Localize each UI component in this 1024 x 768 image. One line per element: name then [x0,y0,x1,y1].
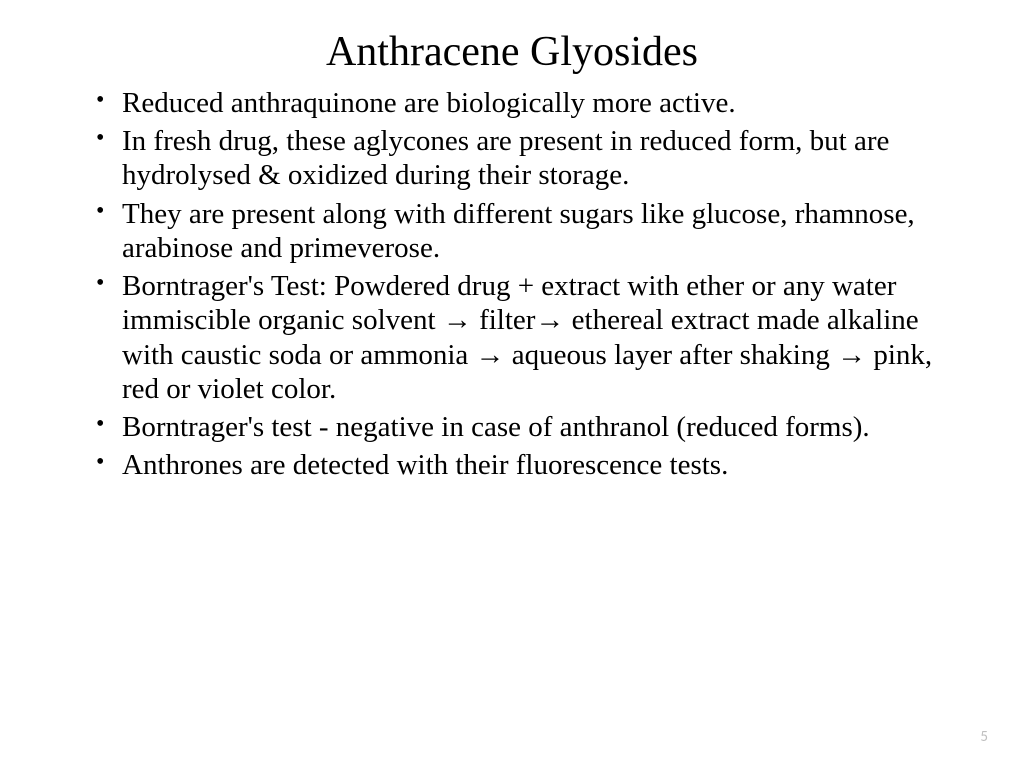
page-number: 5 [980,728,988,746]
list-item: In fresh drug, these aglycones are prese… [100,124,954,192]
list-item: They are present along with different su… [100,197,954,265]
list-item: Anthrones are detected with their fluore… [100,448,954,482]
list-item: Reduced anthraquinone are biologically m… [100,86,954,120]
list-item: Borntrager's test - negative in case of … [100,410,954,444]
slide: Anthracene Glyosides Reduced anthraquino… [0,0,1024,768]
bullet-list: Reduced anthraquinone are biologically m… [70,86,954,482]
slide-title: Anthracene Glyosides [70,28,954,76]
list-item: Borntrager's Test: Powdered drug + extra… [100,269,954,406]
